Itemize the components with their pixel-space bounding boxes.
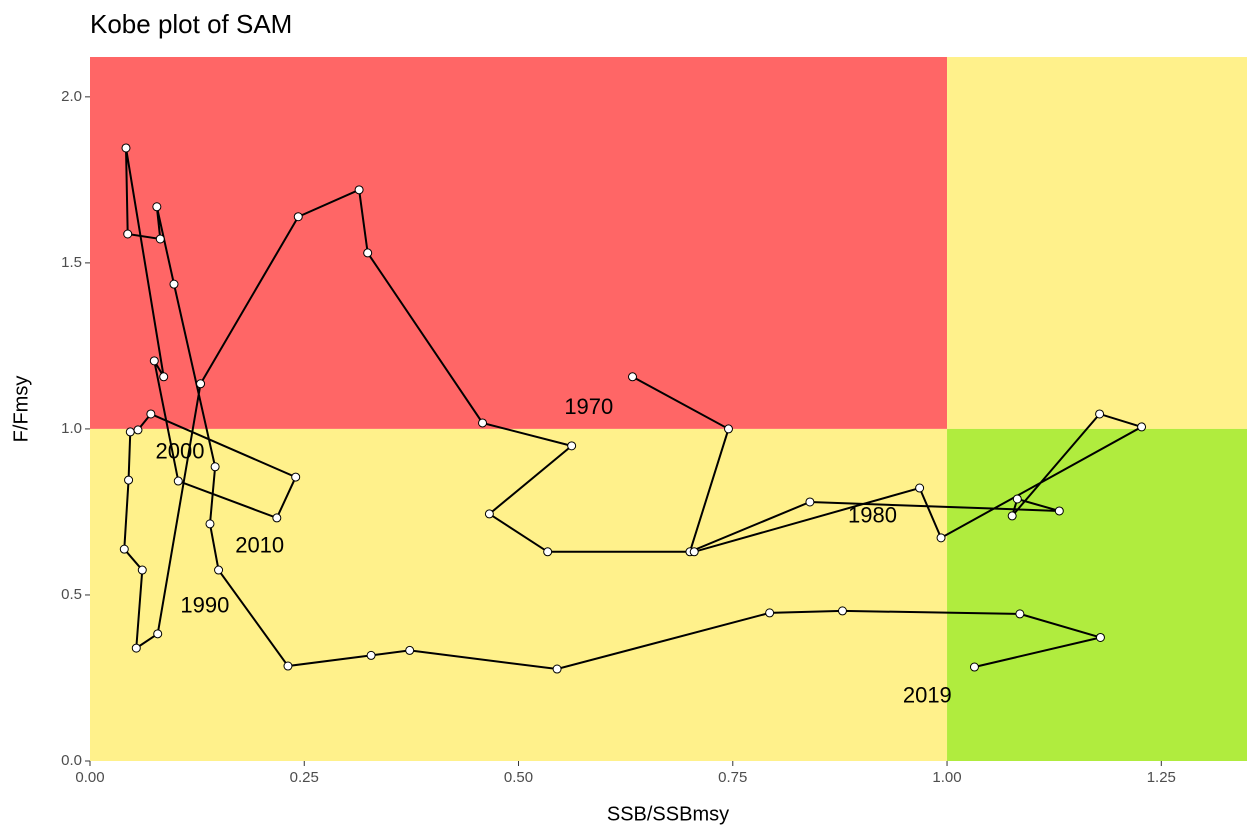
point	[354, 185, 364, 195]
point	[552, 664, 562, 674]
y-tick-label: 1.5	[61, 254, 82, 271]
point	[169, 279, 179, 289]
point	[124, 475, 134, 485]
zone-caution	[947, 57, 1247, 429]
point	[131, 643, 141, 653]
point	[196, 379, 206, 389]
zone-healthy	[947, 428, 1247, 761]
point	[363, 248, 373, 258]
point	[210, 462, 220, 472]
point	[723, 424, 733, 434]
point	[155, 234, 165, 244]
zone-caution	[90, 428, 948, 761]
point	[153, 629, 163, 639]
x-tick-label: 1.25	[1147, 769, 1176, 786]
point	[805, 497, 815, 507]
y-tick-label: 2.0	[61, 88, 82, 105]
point	[478, 418, 488, 428]
y-tick-label: 1.0	[61, 420, 82, 437]
x-tick-label: 0.00	[75, 769, 104, 786]
point	[1012, 494, 1022, 504]
y-tick-label: 0.5	[61, 586, 82, 603]
point	[146, 409, 156, 419]
point	[133, 425, 143, 435]
point	[283, 661, 293, 671]
point	[137, 565, 147, 575]
point	[159, 372, 169, 382]
point	[173, 476, 183, 486]
point	[152, 202, 162, 212]
point	[1007, 511, 1017, 521]
point	[149, 356, 159, 366]
point	[272, 513, 282, 523]
x-tick-label: 0.50	[504, 769, 533, 786]
x-axis-title: SSB/SSBmsy	[607, 803, 729, 825]
point	[567, 441, 577, 451]
point	[205, 519, 215, 529]
year-label: 1990	[180, 593, 229, 618]
point	[1095, 409, 1105, 419]
point	[969, 662, 979, 672]
point	[293, 212, 303, 222]
zone-overfished	[90, 57, 948, 429]
y-axis-title: F/Fmsy	[10, 376, 32, 443]
x-tick-label: 0.75	[718, 769, 747, 786]
point	[936, 533, 946, 543]
point	[1095, 632, 1105, 642]
point	[121, 143, 131, 153]
point	[915, 483, 925, 493]
x-tick-label: 1.00	[932, 769, 961, 786]
point	[123, 229, 133, 239]
point	[689, 547, 699, 557]
point	[1054, 506, 1064, 516]
point	[125, 427, 135, 437]
point	[119, 544, 129, 554]
trajectory-line	[123, 147, 1145, 671]
y-tick-label: 0.0	[61, 752, 82, 769]
point	[765, 608, 775, 618]
point	[1015, 609, 1025, 619]
point	[628, 372, 638, 382]
point	[405, 645, 415, 655]
point	[214, 565, 224, 575]
point	[366, 650, 376, 660]
point	[837, 606, 847, 616]
year-label: 2019	[903, 683, 952, 708]
year-label: 1970	[564, 394, 613, 419]
x-tick-label: 0.25	[290, 769, 319, 786]
point	[1137, 422, 1147, 432]
point	[484, 509, 494, 519]
year-label: 2000	[156, 439, 205, 464]
chart-title: Kobe plot of SAM	[90, 9, 292, 39]
year-label: 2010	[235, 533, 284, 558]
point	[543, 547, 553, 557]
year-label: 1980	[848, 503, 897, 528]
point	[291, 472, 301, 482]
